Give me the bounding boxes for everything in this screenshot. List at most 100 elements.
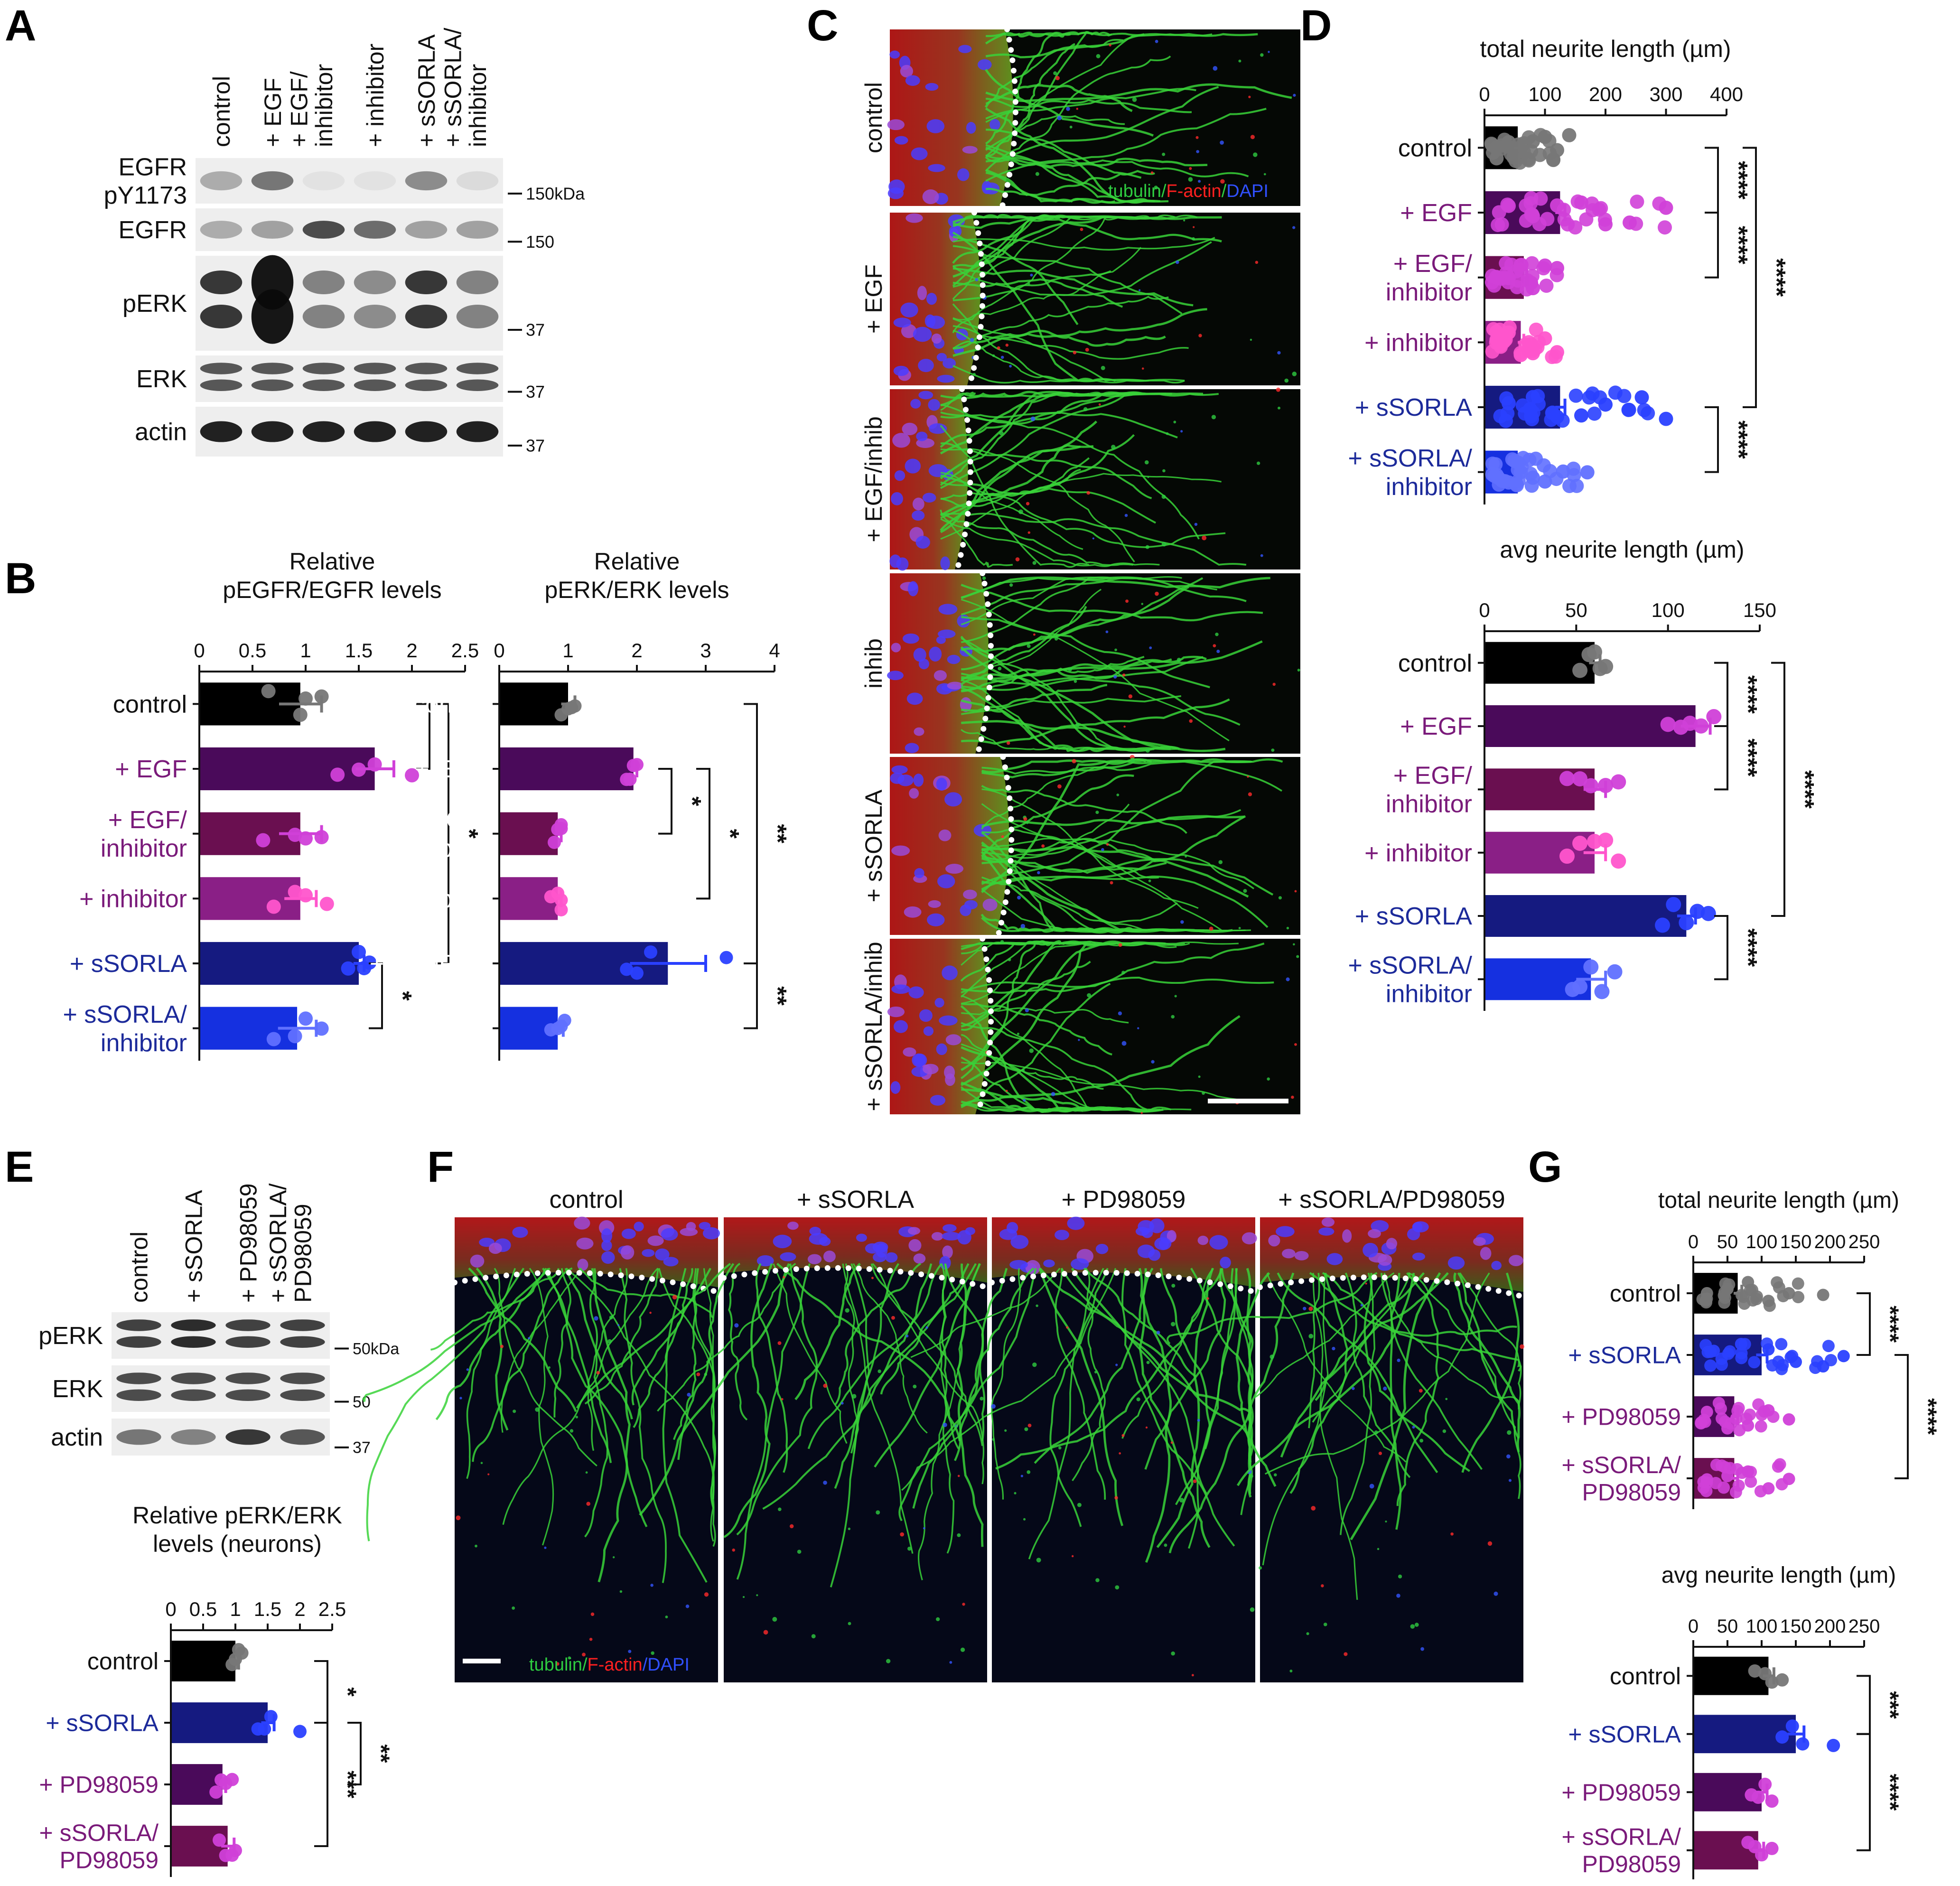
neurite (961, 576, 1182, 598)
blot-band (116, 1389, 161, 1401)
nucleus (642, 1249, 655, 1257)
data-point (1499, 391, 1514, 406)
neurite (1049, 1268, 1109, 1527)
nucleus (938, 604, 958, 615)
panel-label-f: F (427, 1143, 454, 1191)
micrograph-column-label: + sSORLA/PD98059 (1278, 1186, 1505, 1214)
speck (1095, 1578, 1100, 1582)
neurite (961, 943, 1036, 1079)
category-label: + PD98059 (39, 1772, 159, 1798)
data-point (1761, 1337, 1773, 1350)
data-point (630, 966, 644, 980)
speck (649, 1311, 652, 1314)
data-point (1722, 1347, 1735, 1360)
neurite (631, 1262, 731, 1406)
speck (1116, 794, 1120, 796)
blot-band (200, 379, 243, 391)
neurite (961, 941, 1103, 1086)
speck (1001, 835, 1004, 838)
neurite (952, 247, 1142, 321)
speck (1383, 1386, 1387, 1391)
neurite (995, 1268, 1223, 1470)
speck (1141, 603, 1144, 605)
data-point (1716, 1412, 1728, 1425)
speck (1076, 108, 1079, 110)
data-point (1772, 1460, 1784, 1473)
speck (1035, 172, 1039, 176)
blot-band (280, 1336, 325, 1348)
neurite (844, 1263, 858, 1454)
nucleus (890, 1081, 901, 1094)
speck (1243, 889, 1247, 893)
speck (1145, 748, 1150, 753)
neurite (985, 108, 1267, 182)
nucleus (903, 1047, 916, 1057)
nucleus (937, 629, 956, 638)
speck (777, 1341, 782, 1345)
blot-band (116, 1336, 161, 1348)
nucleus (601, 1240, 612, 1251)
x-tick-label: 200 (1814, 1616, 1846, 1637)
x-tick-label: 250 (1848, 1232, 1880, 1252)
speck (886, 1659, 891, 1663)
category-label: + sSORLA/inhibitor (63, 1001, 187, 1057)
speck (1202, 535, 1207, 541)
panel-label-a: A (5, 1, 36, 50)
micrograph-c-4 (890, 754, 1300, 938)
speck (1140, 1111, 1143, 1114)
data-point (1655, 917, 1671, 933)
nucleus (1368, 1229, 1381, 1238)
neurite (981, 815, 1246, 885)
panel-b-perk-chart: Relative pERK/ERK levels 0 1 2 3 4 control + EGF… (363, 548, 791, 1061)
nucleus (910, 399, 921, 409)
significance-bracket (369, 962, 383, 1029)
neurite (566, 1268, 714, 1509)
blot-band (405, 171, 448, 191)
nucleus (891, 492, 903, 505)
panel-label-e: E (5, 1143, 34, 1191)
speck (1321, 1584, 1324, 1587)
x-tick-label: 150 (1780, 1616, 1812, 1637)
speck (1057, 115, 1062, 121)
data-point (1549, 268, 1564, 282)
neurite (1175, 1268, 1236, 1505)
neurite (1381, 1273, 1483, 1470)
data-point (288, 1029, 302, 1044)
nucleus (943, 358, 956, 369)
neurite (961, 586, 1189, 653)
significance-label: **** (1734, 738, 1762, 777)
nucleus (887, 671, 904, 681)
x-tick-label: 0 (165, 1598, 176, 1620)
explant-boundary (967, 210, 986, 388)
neurite (981, 758, 1283, 778)
speck (998, 666, 1002, 671)
data-point (1775, 1478, 1788, 1491)
nucleus (966, 121, 976, 134)
speck (512, 1606, 515, 1610)
data-point (1699, 1339, 1712, 1352)
speck (1303, 1307, 1307, 1311)
speck (1360, 1304, 1363, 1307)
speck (1171, 1322, 1176, 1326)
nucleus (663, 1257, 679, 1267)
lane-label: + PD98059 (235, 1183, 262, 1303)
nucleus (914, 868, 924, 878)
blot-band (225, 1372, 271, 1384)
data-point (1743, 1408, 1756, 1421)
neurite (944, 1263, 986, 1441)
data-point (314, 1021, 329, 1036)
micrograph-row-label: control (860, 82, 887, 153)
neurite (542, 1268, 612, 1463)
speck (475, 1544, 477, 1548)
data-point (1545, 406, 1559, 420)
nucleus (872, 1242, 888, 1253)
speck (1121, 971, 1125, 975)
data-point (1700, 906, 1716, 921)
micrograph-row-label: inhib (860, 638, 887, 689)
speck (628, 1650, 632, 1653)
stain-legend-item: F-actin (1167, 181, 1222, 201)
speck (1215, 633, 1219, 636)
speck (789, 1524, 794, 1529)
speck (585, 1471, 588, 1474)
blot-row-label: EGFR (119, 216, 187, 244)
